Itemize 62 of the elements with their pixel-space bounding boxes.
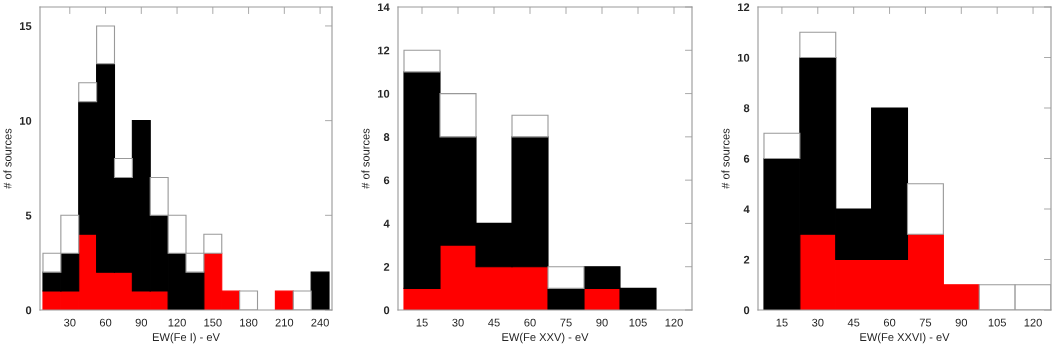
- x-tick-label: 30: [812, 318, 824, 327]
- y-tick-label: 8: [743, 104, 750, 113]
- y-tick-label: 2: [743, 255, 750, 264]
- y-tick-label: 12: [378, 46, 390, 55]
- y-tick-label: 8: [383, 133, 390, 141]
- x-tick-label: 90: [596, 318, 608, 327]
- x-tick-label: 15: [416, 318, 428, 327]
- y-tick-label: 10: [738, 53, 750, 62]
- y-tick-label: 6: [383, 176, 390, 185]
- x-tick-label: 45: [847, 318, 860, 327]
- x-tick-label: 210: [275, 318, 294, 327]
- y-tick-label: 6: [743, 154, 750, 163]
- y-tick-label: 0: [25, 306, 32, 315]
- x-tick-label: 90: [135, 318, 148, 327]
- x-tick-label: 120: [665, 318, 683, 327]
- x-tick-label: 60: [524, 318, 536, 327]
- x-tick-label: 75: [919, 318, 932, 327]
- x-tick-label: 75: [560, 318, 572, 327]
- bar: [403, 49, 441, 73]
- x-axis-title: EW(Fe XXVI) - eV: [860, 332, 950, 344]
- y-tick-label: 12: [738, 3, 750, 12]
- x-tick-label: 105: [988, 318, 1006, 327]
- x-tick-label: 60: [99, 318, 112, 327]
- x-tick-label: 105: [629, 318, 647, 327]
- bar: [113, 157, 133, 178]
- y-axis-title: # of sources: [721, 128, 730, 189]
- x-axis-title: EW(Fe I) - eV: [152, 332, 220, 344]
- x-tick-label: 120: [1024, 318, 1042, 327]
- y-tick-label: 0: [383, 306, 390, 315]
- y-tick-label: 2: [383, 262, 390, 271]
- y-axis-title: # of sources: [361, 128, 370, 189]
- x-tick-label: 120: [168, 318, 186, 327]
- y-tick-label: 15: [20, 22, 32, 31]
- bar: [439, 93, 477, 138]
- bar: [763, 132, 801, 160]
- x-tick-label: 15: [776, 318, 788, 327]
- bar: [511, 114, 549, 138]
- bar: [78, 82, 98, 103]
- y-tick-label: 10: [378, 89, 390, 98]
- x-tick-label: 180: [240, 318, 258, 327]
- y-axis-title: # of sources: [3, 128, 12, 189]
- y-tick-label: 0: [743, 306, 750, 315]
- y-tick-label: 5: [25, 211, 32, 220]
- bar: [274, 290, 294, 310]
- y-tick-label: 14: [378, 3, 390, 12]
- x-tick-label: 150: [204, 318, 222, 327]
- x-tick-label: 30: [64, 318, 76, 327]
- x-tick-label: 90: [955, 318, 968, 327]
- x-tick-label: 45: [488, 318, 500, 327]
- bar: [310, 271, 330, 310]
- x-tick-label: 240: [311, 318, 329, 327]
- bar: [96, 25, 116, 65]
- bar: [906, 183, 944, 235]
- x-tick-label: 30: [452, 318, 464, 327]
- bar: [799, 31, 837, 59]
- bar: [547, 287, 585, 310]
- x-tick-label: 60: [883, 318, 896, 327]
- y-tick-label: 4: [743, 205, 750, 214]
- y-tick-label: 4: [383, 219, 390, 228]
- bar: [547, 266, 585, 289]
- x-axis-title: EW(Fe XXV) - eV: [502, 332, 589, 344]
- y-tick-label: 10: [20, 116, 32, 125]
